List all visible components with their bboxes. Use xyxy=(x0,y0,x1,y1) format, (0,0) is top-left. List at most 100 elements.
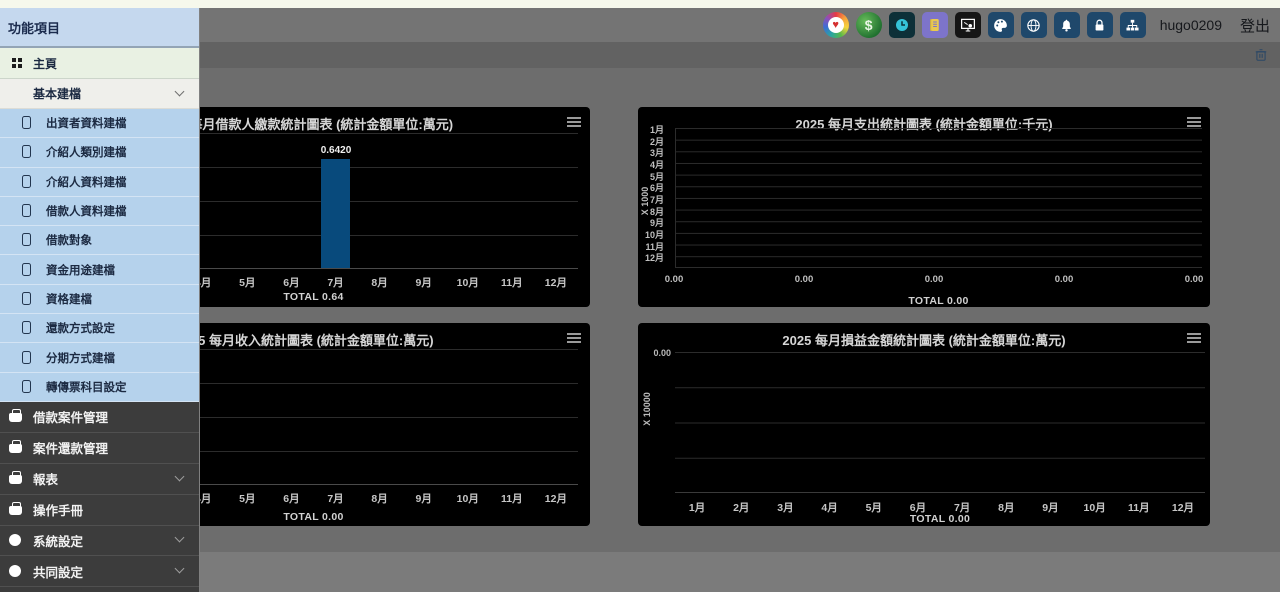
chart-profit-plot xyxy=(675,352,1205,493)
sidebar-item[interactable]: 借款對象 xyxy=(0,226,199,256)
bank-icon[interactable] xyxy=(855,12,882,38)
sidebar-item[interactable]: 資金用途建檔 xyxy=(0,255,199,285)
sidebar-item-label: 介紹人資料建檔 xyxy=(46,176,127,189)
chevron-down-icon xyxy=(174,471,185,482)
x-axis-tick: 7月 xyxy=(953,502,971,514)
x-axis-tick: 10月 xyxy=(456,493,479,505)
chevron-down-icon xyxy=(174,563,185,574)
sidebar-item-label: 介紹人類別建檔 xyxy=(46,147,127,160)
sidebar-item-label: 出資者資料建檔 xyxy=(46,118,127,131)
y-axis-tick: 8月 xyxy=(649,206,664,217)
y-axis-tick: 2月 xyxy=(649,136,664,147)
sidebar-item[interactable]: 轉傳票科目設定 xyxy=(0,372,199,402)
x-axis-tick: 5月 xyxy=(865,502,882,514)
chevron-down-icon xyxy=(174,533,185,543)
y-axis-tick: 5月 xyxy=(649,171,664,182)
x-axis-labels: 1月 2月 3月 4月 5月 6月 7月 8月 9月 10月 11月 12月 xyxy=(675,500,1205,515)
x-axis-tick: 5月 xyxy=(239,277,256,289)
briefcase-icon xyxy=(9,470,22,484)
x-axis-tick: 6月 xyxy=(283,493,300,505)
record-icon xyxy=(22,204,31,218)
chart-menu-icon[interactable] xyxy=(1187,333,1201,335)
toolbar xyxy=(0,42,1280,68)
lock-icon[interactable] xyxy=(1086,12,1113,38)
y-axis-tick: 12月 xyxy=(644,253,664,264)
briefcase-icon xyxy=(9,501,22,515)
sidebar-item[interactable]: 系統設定 xyxy=(0,525,199,557)
y-axis-tick: 6月 xyxy=(649,183,664,194)
record-icon xyxy=(22,233,31,247)
x-axis-tick: 12月 xyxy=(544,493,567,505)
clock-icon[interactable] xyxy=(888,12,915,38)
scroll-icon[interactable] xyxy=(921,12,948,38)
sphere-icon xyxy=(9,534,21,547)
chart-menu-icon[interactable] xyxy=(567,333,581,335)
sidebar: 功能項目 主頁 基本建檔 出資者資料建檔 xyxy=(0,8,200,592)
sidebar-item-label: 系統設定 xyxy=(33,534,84,549)
sidebar-item[interactable]: 借款案件管理 xyxy=(0,401,199,433)
record-icon xyxy=(22,291,31,305)
sidebar-item-label: 借款人資料建檔 xyxy=(46,206,127,219)
chevron-down-icon xyxy=(174,86,185,96)
record-icon xyxy=(22,321,31,335)
x-axis-tick: 4月 xyxy=(821,502,838,514)
record-icon xyxy=(22,350,31,364)
x-axis-tick: 7月 xyxy=(327,277,344,289)
sidebar-item[interactable]: 報表 xyxy=(0,463,199,495)
sidebar-item[interactable]: 資格建檔 xyxy=(0,284,199,315)
sidebar-item[interactable]: 共同設定 xyxy=(0,556,199,588)
chart-menu-icon[interactable] xyxy=(1187,117,1201,119)
y-axis-labels: 1月 2月 3月 4月 5月 6月 7月 8月 9月 10月 11月 12月 xyxy=(638,125,664,265)
record-icon xyxy=(22,379,31,393)
chart-total-label: TOTAL 0.00 xyxy=(908,295,969,307)
y-axis-zero-tick: 0.00 xyxy=(653,348,671,358)
briefcase-icon xyxy=(9,408,22,422)
sidebar-item[interactable]: 介紹人資料建檔 xyxy=(0,167,199,197)
logout-button[interactable]: 登出 xyxy=(1239,17,1270,35)
presentation-icon[interactable] xyxy=(954,12,981,38)
sidebar-item-label: 借款對象 xyxy=(46,235,92,248)
chart-menu-icon[interactable] xyxy=(567,117,581,119)
grid-icon xyxy=(12,58,16,62)
sidebar-item[interactable]: 借款人資料建檔 xyxy=(0,196,199,227)
trash-icon[interactable] xyxy=(1254,47,1268,68)
x-axis-tick: 0.00 xyxy=(664,274,684,285)
x-axis-tick: 10月 xyxy=(456,277,479,289)
y-axis-tick: 11月 xyxy=(645,241,664,252)
x-axis-tick: 3月 xyxy=(777,502,794,514)
palette-icon[interactable] xyxy=(987,12,1014,38)
x-axis-tick: 12月 xyxy=(544,277,567,289)
top-strip xyxy=(0,0,1280,8)
record-icon xyxy=(22,116,31,130)
sidebar-item-label: 借款案件管理 xyxy=(33,411,109,426)
bell-icon[interactable] xyxy=(1053,12,1080,38)
sidebar-item-label: 共同設定 xyxy=(33,565,84,580)
sidebar-item[interactable]: 還款方式設定 xyxy=(0,314,199,344)
sidebar-item[interactable]: 出資者資料建檔 xyxy=(0,109,199,139)
y-axis-tick: 9月 xyxy=(649,218,664,229)
sitemap-icon[interactable] xyxy=(1119,12,1146,38)
x-axis-tick: 6月 xyxy=(909,502,927,514)
y-axis-tick: 10月 xyxy=(644,229,664,240)
dashboard-content: 2025 每月借款人繳款統計圖表 (統計金額單位:萬元) 0.6420 1月2月… xyxy=(0,68,1280,552)
chart-profit-title: 2025 每月損益金額統計圖表 (統計金額單位:萬元) xyxy=(782,333,1066,348)
chart-repayment-title: 2025 每月借款人繳款統計圖表 (統計金額單位:萬元) xyxy=(156,117,454,132)
username-label: hugo0209 xyxy=(1159,17,1222,33)
x-axis-tick: 0.00 xyxy=(794,274,814,285)
sidebar-item[interactable]: 操作手冊 xyxy=(0,494,199,526)
sidebar-item[interactable]: 基本建檔 xyxy=(0,79,199,109)
sidebar-item-label: 資格建檔 xyxy=(46,293,92,306)
sidebar-item[interactable]: 主頁 xyxy=(0,48,199,79)
briefcase-icon xyxy=(9,439,22,453)
sidebar-item[interactable]: 案件還款管理 xyxy=(0,432,199,464)
globe-icon[interactable] xyxy=(1020,12,1047,38)
sidebar-item-label: 主頁 xyxy=(33,56,58,71)
sphere-icon xyxy=(9,565,21,578)
x-axis-tick: 0.00 xyxy=(924,274,944,285)
x-axis-tick: 7月 xyxy=(327,493,344,505)
sidebar-item[interactable]: 分期方式建檔 xyxy=(0,343,199,373)
community-icon[interactable] xyxy=(822,12,849,38)
chart-total-label: TOTAL 0.00 xyxy=(283,511,344,523)
sidebar-item-label: 案件還款管理 xyxy=(33,442,109,457)
sidebar-item[interactable]: 介紹人類別建檔 xyxy=(0,138,199,168)
